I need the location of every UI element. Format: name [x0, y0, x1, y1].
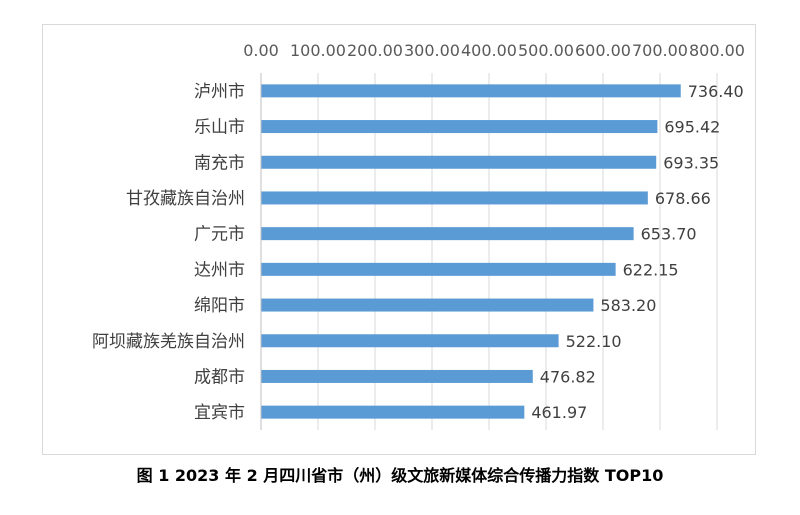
category-label: 甘孜藏族自治州 [126, 189, 245, 209]
category-label: 乐山市 [194, 118, 245, 138]
data-label: 522.10 [566, 332, 622, 351]
bar [261, 227, 634, 241]
bar [261, 191, 648, 205]
data-label: 736.40 [688, 82, 744, 101]
bar [261, 369, 533, 383]
data-label: 622.15 [623, 260, 679, 279]
x-tick-label: 700.00 [632, 41, 688, 60]
data-label: 653.70 [641, 225, 697, 244]
category-label: 泸州市 [194, 82, 245, 102]
category-label: 绵阳市 [194, 296, 245, 316]
x-tick-label: 0.00 [243, 41, 279, 60]
x-tick-label: 600.00 [575, 41, 631, 60]
bar [261, 120, 658, 134]
x-tick-label: 800.00 [689, 41, 745, 60]
x-tick-label: 300.00 [404, 41, 460, 60]
x-tick-label: 100.00 [290, 41, 346, 60]
category-label: 广元市 [194, 225, 245, 245]
category-label: 阿坝藏族羌族自治州 [92, 332, 245, 352]
x-tick-label: 200.00 [347, 41, 403, 60]
bar [261, 155, 657, 169]
data-label: 695.42 [664, 118, 720, 137]
bar [261, 262, 616, 276]
category-label: 宜宾市 [194, 403, 245, 423]
bar [261, 298, 594, 312]
data-label: 461.97 [531, 403, 587, 422]
bar [261, 405, 525, 419]
x-tick-label: 400.00 [461, 41, 517, 60]
data-label: 583.20 [600, 296, 656, 315]
data-label: 476.82 [540, 367, 596, 386]
category-label: 南充市 [194, 153, 245, 173]
category-label: 成都市 [194, 367, 245, 387]
data-label: 693.35 [663, 153, 719, 172]
bar-chart: 0.00 100.00 200.00 300.00 400.00 500.00 600.00… [92, 41, 745, 430]
category-label: 达州市 [194, 260, 245, 280]
data-label: 678.66 [655, 189, 711, 208]
chart-caption: 图 1 2023 年 2 月四川省市（州）级文旅新媒体综合传播力指数 TOP10 [136, 466, 664, 485]
bar [261, 84, 681, 98]
bar [261, 334, 559, 348]
x-tick-label: 500.00 [518, 41, 574, 60]
